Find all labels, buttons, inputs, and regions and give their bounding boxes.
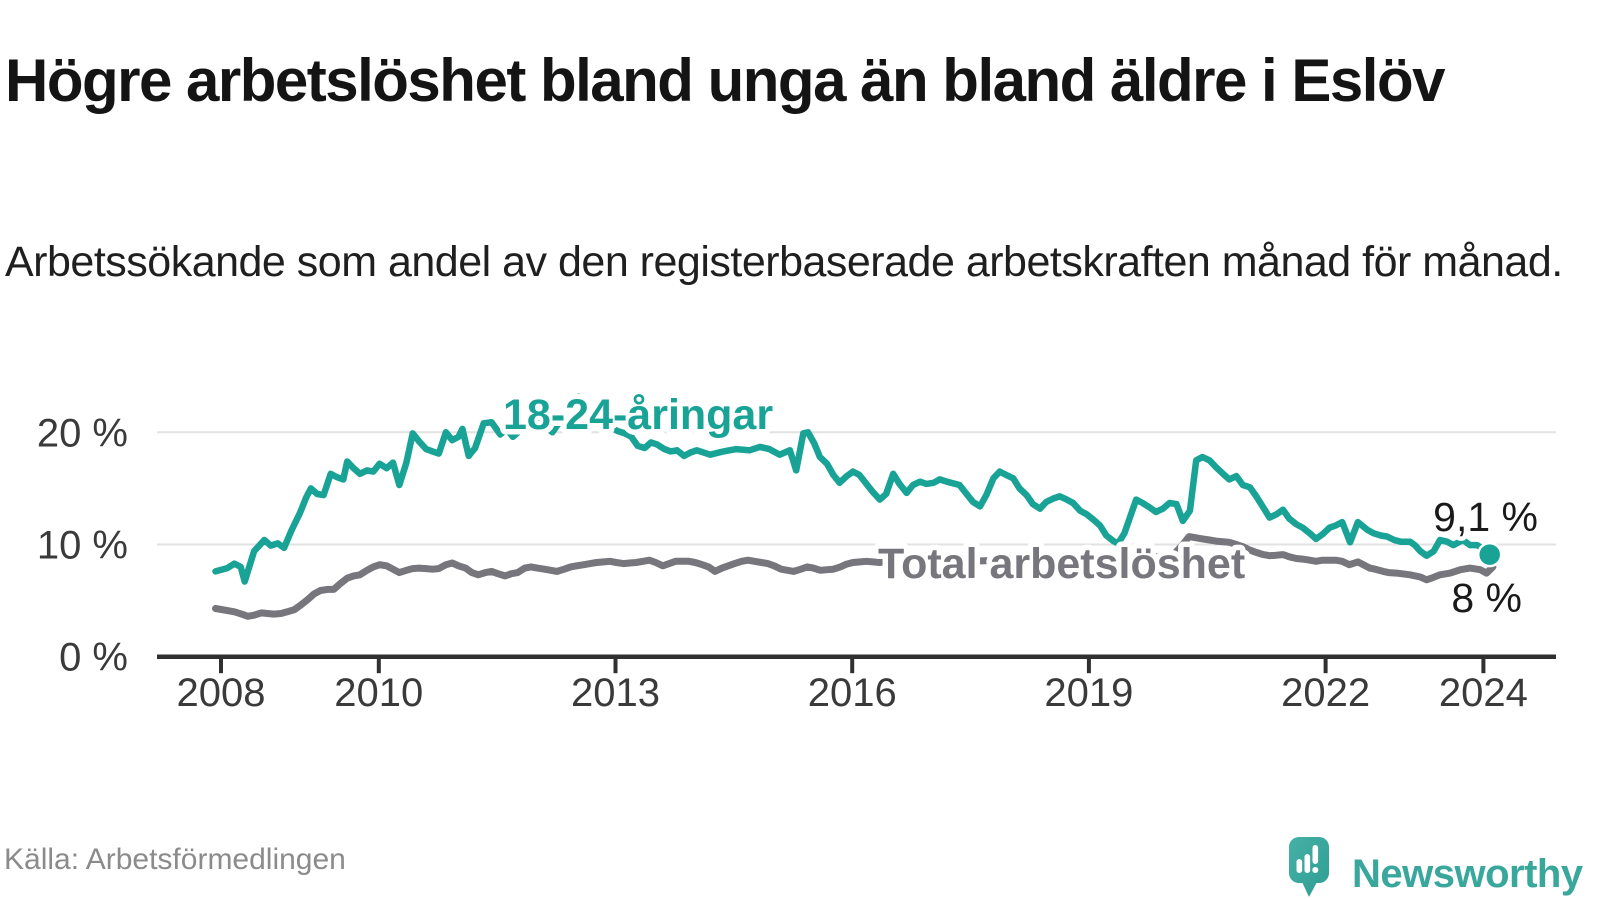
chart-subtitle: Arbetssökande som andel av den registerb…	[5, 238, 1563, 286]
exclamation-bar	[1312, 845, 1319, 864]
x-tick-label: 2024	[1439, 671, 1528, 715]
youth-end-value-label: 9,1 %	[1433, 494, 1538, 540]
youth-unemployment-line	[212, 393, 1493, 585]
x-tick-label: 2022	[1281, 671, 1370, 715]
total-end-value-label: 8 %	[1451, 575, 1522, 621]
x-tick-label: 2013	[571, 671, 660, 715]
x-tick-label: 2008	[177, 671, 266, 715]
total-series-label: Total arbetslöshet	[878, 540, 1245, 588]
page-title: Högre arbetslöshet bland unga än bland ä…	[5, 47, 1445, 115]
x-tick-label: 2019	[1044, 671, 1133, 715]
total-unemployment-line	[212, 533, 1497, 620]
x-tick-label: 2016	[808, 671, 897, 715]
x-tick-label: 2010	[334, 671, 423, 715]
bar-chart-bar-small	[1296, 859, 1303, 873]
brand-name: Newsworthy	[1352, 852, 1583, 896]
y-tick-label: 0 %	[59, 636, 128, 680]
y-tick-label: 10 %	[37, 524, 128, 568]
youth-series-label: 18-24-åringar	[503, 391, 773, 439]
bar-chart-bar-tall	[1304, 854, 1311, 873]
youth-series-end-dot	[1476, 541, 1503, 568]
newsworthy-logo-icon	[1289, 837, 1329, 897]
exclamation-dot	[1312, 867, 1319, 873]
source-note: Källa: Arbetsförmedlingen	[4, 843, 346, 876]
y-tick-label: 20 %	[37, 411, 128, 455]
